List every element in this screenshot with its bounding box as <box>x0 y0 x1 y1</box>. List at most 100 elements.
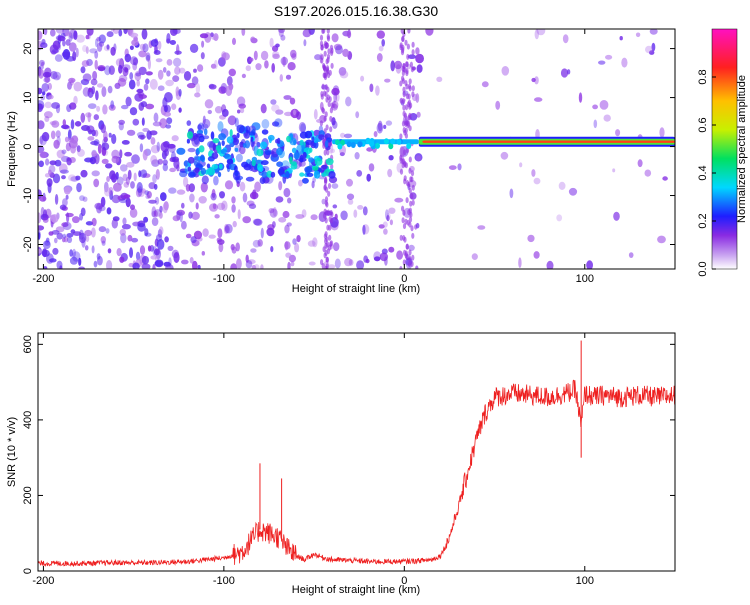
heatmap-cell <box>75 175 81 181</box>
heatmap-cell <box>253 264 260 269</box>
heatmap-cell <box>94 59 98 70</box>
heatmap-cell <box>41 61 45 67</box>
heatmap-cell <box>534 76 539 85</box>
heatmap-cell <box>169 40 176 45</box>
heatmap-cell <box>324 179 328 185</box>
y-tick-label: 10 <box>22 91 34 103</box>
heatmap-cell <box>75 47 79 58</box>
heatmap-cell <box>191 76 199 86</box>
heatmap-cell <box>55 29 65 34</box>
heatmap-cell <box>199 33 209 39</box>
heatmap-cell <box>107 248 112 254</box>
heatmap-cell <box>85 46 89 54</box>
heatmap-cell <box>50 214 59 223</box>
heatmap-cell <box>379 252 388 262</box>
heatmap-cell <box>104 181 109 193</box>
colorbar-tick-label: 0.4 <box>697 165 709 180</box>
heatmap-cell <box>51 102 61 109</box>
heatmap-cell <box>110 100 115 109</box>
heatmap-cell <box>62 119 66 127</box>
heatmap-cell <box>142 43 149 53</box>
heatmap-cell <box>326 29 330 34</box>
heatmap-cell <box>245 125 251 134</box>
heatmap-cell <box>304 130 313 139</box>
heatmap-cell <box>96 105 101 112</box>
heatmap-cell <box>330 163 334 170</box>
heatmap-cell <box>448 165 457 171</box>
heatmap-cell <box>399 146 405 158</box>
heatmap-cell <box>194 167 200 173</box>
heatmap-cell <box>347 199 354 205</box>
heatmap-cell <box>153 50 161 55</box>
heatmap-cell <box>250 36 256 43</box>
heatmap-cell <box>275 109 284 115</box>
heatmap-cell <box>324 111 328 118</box>
heatmap-cell <box>346 141 352 148</box>
heatmap-cell <box>237 109 241 114</box>
heatmap-cell <box>89 48 98 54</box>
heatmap-cell <box>324 217 328 224</box>
heatmap-cell <box>93 260 98 268</box>
heatmap-cell <box>173 57 182 67</box>
heatmap-cell <box>360 75 365 82</box>
heatmap-cell <box>157 69 164 80</box>
heatmap-cell <box>278 217 287 223</box>
heatmap-cell <box>657 235 666 244</box>
heatmap-cell <box>266 227 275 237</box>
heatmap-cell <box>101 240 106 246</box>
colorbar-ticks: 0.0 0.2 0.4 0.6 0.8 <box>697 69 716 277</box>
heatmap-cell <box>334 213 338 220</box>
heatmap-cell <box>192 260 198 269</box>
heatmap-cell <box>230 263 238 269</box>
heatmap-cell <box>218 163 223 170</box>
heatmap-cell <box>193 68 197 73</box>
heatmap-cell <box>49 160 57 166</box>
heatmap-cell <box>117 77 127 87</box>
heatmap-cell <box>56 232 64 240</box>
heatmap-cell <box>401 36 405 43</box>
heatmap-cell <box>132 262 140 269</box>
heatmap-cell <box>38 232 41 240</box>
heatmap-cell <box>62 39 66 47</box>
heatmap-cell <box>415 222 420 229</box>
heatmap-cell <box>283 187 291 198</box>
heatmap-cell <box>44 101 52 109</box>
heatmap-cell <box>404 132 408 139</box>
heatmap-signal-band <box>422 140 675 143</box>
heatmap-cell <box>104 186 111 197</box>
heatmap-cell <box>284 241 291 250</box>
heatmap-cell <box>409 61 413 68</box>
heatmap-cell <box>335 45 343 55</box>
heatmap-cell <box>166 38 171 44</box>
heatmap-cell <box>408 256 412 263</box>
spectrogram-frame <box>37 28 676 270</box>
heatmap-cell <box>215 145 222 152</box>
heatmap-cell <box>141 255 149 265</box>
heatmap-cell <box>61 149 67 155</box>
x-tick-label: 100 <box>576 273 594 285</box>
heatmap-cell <box>399 234 403 241</box>
heatmap-cell <box>293 139 297 146</box>
heatmap-cell <box>386 212 391 221</box>
heatmap-cell <box>260 264 264 269</box>
colorbar-label: Normalized spectral amplitude <box>736 75 748 223</box>
heatmap-cell <box>111 155 120 164</box>
heatmap-cell <box>237 209 241 220</box>
y-tick-label: -10 <box>22 188 34 204</box>
heatmap-cell <box>129 247 133 259</box>
heatmap-cell <box>235 153 243 163</box>
heatmap-cell <box>621 57 628 68</box>
heatmap-cell <box>357 141 363 148</box>
heatmap-cell <box>411 254 415 261</box>
heatmap-cell <box>54 194 59 205</box>
heatmap-cell <box>46 178 53 187</box>
heatmap-cell <box>155 169 160 180</box>
heatmap-cell <box>637 159 643 168</box>
heatmap-cell <box>186 120 192 126</box>
spectrogram-x-ticks: -200 -100 0 100 <box>32 29 594 285</box>
heatmap-cell <box>111 133 117 145</box>
heatmap-cell <box>388 143 394 150</box>
heatmap-cell <box>531 169 536 177</box>
heatmap-cell <box>402 223 407 230</box>
